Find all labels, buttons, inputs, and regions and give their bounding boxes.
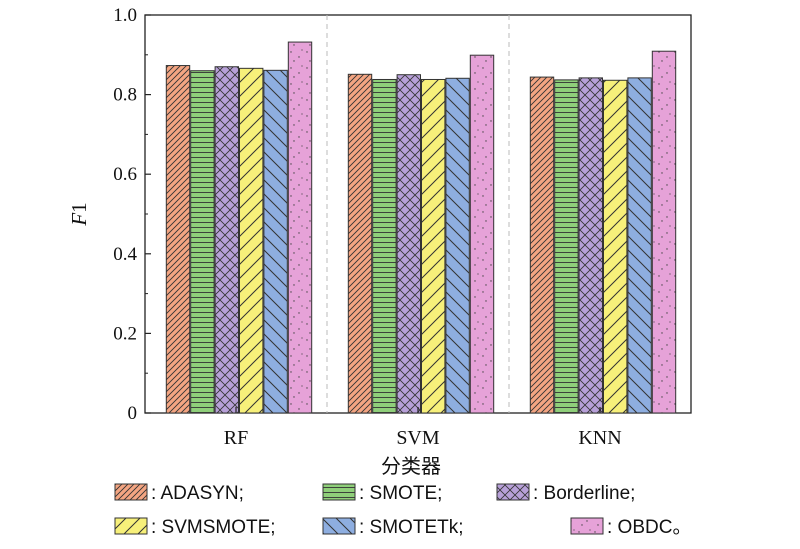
x-tick-label: SVM <box>396 427 440 449</box>
bar-adasyn-knn <box>529 76 555 414</box>
bar-smotetk-rf <box>263 69 288 414</box>
legend-swatch-adasyn <box>114 483 148 501</box>
legend-label-smotetk: : SMOTETk; <box>359 517 464 538</box>
legend-label-borderline: : Borderline; <box>533 483 635 504</box>
legend-swatch-obdc <box>570 517 604 535</box>
bar-adasyn-svm <box>347 73 373 414</box>
plot-layer: 0 0.2 0.4 0.6 0.8 1.0 RF SVM KNN <box>113 5 692 449</box>
bar-obdc-rf <box>287 41 313 414</box>
bar-smote-knn <box>554 79 579 414</box>
y-tick-label: 0.8 <box>113 85 137 106</box>
bar-smote-svm <box>372 78 397 414</box>
y-axis-label: F1 <box>67 202 91 226</box>
bar-svmsmote-knn <box>603 79 628 414</box>
y-tick-label: 0.4 <box>113 244 137 265</box>
x-tick-label: KNN <box>578 427 621 449</box>
legend: : ADASYN; : SMOTE; : Borderline; : SVMSMOTE… <box>114 483 691 538</box>
bar-borderline-knn <box>578 77 603 414</box>
bar-smotetk-svm <box>445 77 470 414</box>
legend-swatch-svmsmote <box>114 517 148 535</box>
bar-svmsmote-rf <box>239 67 264 414</box>
y-tick-label: 0.2 <box>113 323 137 344</box>
bar-svmsmote-svm <box>421 78 446 414</box>
legend-label-obdc: : OBDC。 <box>607 517 691 538</box>
y-tick-label: 0 <box>128 403 138 424</box>
bar-obdc-svm <box>469 54 495 414</box>
legend-swatch-smotetk <box>322 517 356 535</box>
legend-label-smote: : SMOTE; <box>359 483 442 504</box>
bar-smotetk-knn <box>627 77 652 414</box>
bar-smote-rf <box>190 70 215 414</box>
bar-obdc-knn <box>651 50 677 414</box>
bar-borderline-rf <box>214 66 240 414</box>
bar-borderline-svm <box>396 74 422 414</box>
bar-adasyn-rf <box>165 65 191 414</box>
legend-swatch-borderline <box>496 483 530 501</box>
legend-label-adasyn: : ADASYN; <box>151 483 244 504</box>
y-tick-label: 1.0 <box>113 5 137 26</box>
y-tick-label: 0.6 <box>113 164 137 185</box>
legend-label-svmsmote: : SVMSMOTE; <box>151 517 276 538</box>
x-axis-label: 分类器 <box>381 454 441 478</box>
x-tick-label: RF <box>224 427 248 449</box>
legend-swatch-smote <box>322 483 356 501</box>
